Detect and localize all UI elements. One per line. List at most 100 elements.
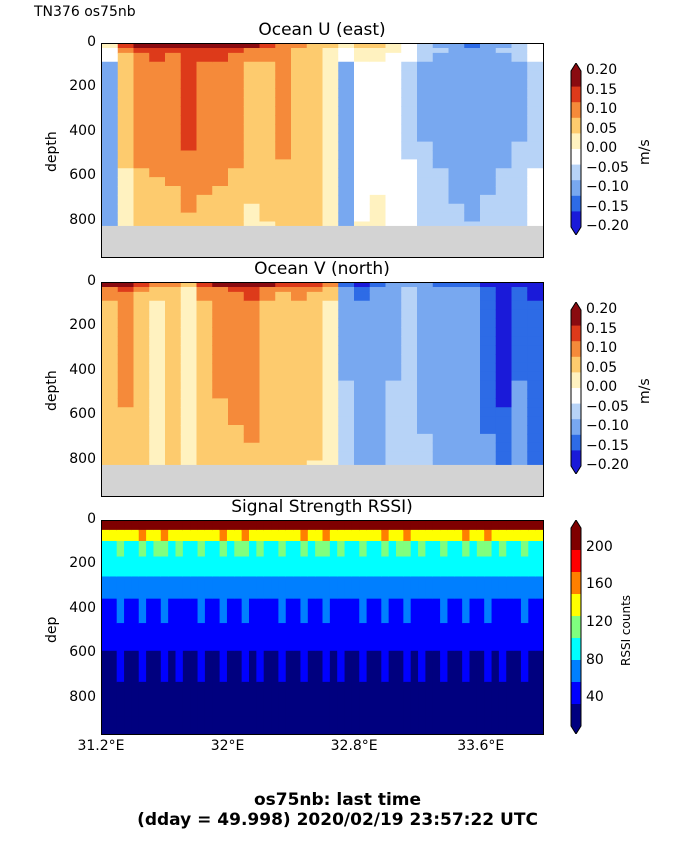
rssi-cell — [366, 716, 375, 734]
heatmap-cell — [495, 336, 513, 346]
surface-cell — [306, 44, 324, 48]
heatmap-cell — [291, 168, 308, 178]
rssi-cell — [366, 556, 375, 578]
rssi-cell — [190, 521, 199, 531]
heatmap-cell — [464, 345, 481, 355]
heatmap-cell — [228, 291, 245, 302]
heatmap-cell — [180, 336, 198, 346]
rssi-cell — [197, 521, 206, 531]
heatmap-cell — [149, 150, 166, 160]
rssi-cell — [234, 681, 243, 717]
heatmap-cell — [527, 416, 543, 426]
heatmap-cell — [464, 362, 481, 373]
heatmap-cell — [432, 212, 450, 223]
heatmap-cell — [133, 203, 150, 214]
heatmap-cell — [354, 132, 371, 143]
heatmap-cell — [196, 300, 213, 311]
heatmap-cell — [338, 318, 355, 328]
heatmap-cell — [165, 451, 182, 462]
colorbar-extend-max — [571, 520, 581, 528]
heatmap-cell — [464, 291, 481, 302]
heatmap-cell — [228, 159, 245, 169]
heatmap-cell — [401, 150, 418, 160]
heatmap-cell — [385, 380, 402, 391]
heatmap-cell — [117, 177, 135, 187]
heatmap-cell — [464, 115, 481, 125]
surface-cell — [102, 44, 119, 48]
heatmap-cell — [432, 150, 450, 160]
heatmap-cell — [322, 44, 339, 54]
heatmap-cell — [464, 425, 481, 435]
rssi-cell — [425, 681, 434, 717]
rssi-cell — [249, 716, 257, 734]
ytick-label: 600 — [69, 167, 96, 184]
heatmap-cell — [369, 300, 387, 311]
heatmap-cell — [196, 88, 213, 98]
heatmap-cell — [180, 327, 198, 337]
heatmap-cell — [196, 389, 213, 399]
heatmap-cell — [417, 283, 434, 293]
heatmap-cell — [133, 44, 150, 54]
heatmap-cell — [165, 398, 182, 408]
heatmap-cell — [464, 97, 481, 107]
rssi-cell — [513, 556, 522, 578]
heatmap-cell — [212, 398, 229, 408]
heatmap-cell — [228, 70, 245, 81]
heatmap-cell — [291, 150, 308, 160]
heatmap-cell — [401, 318, 418, 328]
heatmap-cell — [448, 61, 465, 72]
heatmap-cell — [322, 425, 339, 435]
rssi-cell — [190, 556, 199, 578]
rssi-cell — [263, 556, 272, 578]
heatmap-cell — [196, 115, 213, 125]
heatmap-cell — [180, 371, 198, 382]
heatmap-cell — [117, 159, 135, 169]
heatmap-cell — [417, 194, 434, 205]
heatmap-cell — [385, 371, 402, 382]
heatmap-cell — [196, 309, 213, 320]
rssi-cell — [498, 681, 507, 717]
heatmap-cell — [527, 203, 543, 214]
rssi-cell — [373, 681, 382, 717]
rssi-cell — [491, 598, 500, 624]
rssi-cell — [329, 540, 338, 558]
heatmap-cell — [448, 442, 465, 453]
rssi-cell — [285, 540, 294, 558]
heatmap-cell — [117, 186, 135, 196]
heatmap-cell — [243, 106, 261, 116]
rssi-cell — [278, 681, 287, 717]
surface-cell — [480, 283, 497, 287]
heatmap-cell — [275, 61, 292, 72]
rssi-cell — [425, 650, 434, 683]
heatmap-cell — [495, 362, 513, 373]
heatmap-cell — [102, 132, 119, 143]
no-data-region — [102, 225, 543, 257]
heatmap-cell — [228, 389, 245, 399]
heatmap-cell — [480, 186, 497, 196]
rssi-cell — [241, 650, 250, 683]
colorbar-label-v: m/s — [637, 378, 653, 404]
rssi-cell — [109, 556, 118, 578]
rssi-cell — [469, 521, 478, 531]
rssi-cell — [212, 529, 221, 542]
rssi-cell — [418, 556, 426, 578]
heatmap-cell — [102, 88, 119, 98]
heatmap-cell — [338, 336, 355, 346]
rssi-cell — [249, 556, 257, 578]
rssi-cell — [329, 576, 338, 600]
rssi-cell — [322, 623, 331, 652]
rssi-cell — [513, 576, 522, 600]
colorbar-tick-label: 120 — [586, 614, 613, 631]
rssi-cell — [491, 623, 500, 652]
heatmap-cell — [417, 416, 434, 426]
xtick-label: 32°E — [210, 738, 245, 754]
heatmap-cell — [401, 283, 418, 293]
heatmap-cell — [117, 88, 135, 98]
rssi-cell — [175, 650, 184, 683]
heatmap-cell — [259, 318, 276, 328]
heatmap-cell — [354, 168, 371, 178]
rssi-cell — [307, 650, 316, 683]
rssi-cell — [116, 650, 125, 683]
surface-cell — [401, 283, 418, 287]
heatmap-cell — [338, 398, 355, 408]
